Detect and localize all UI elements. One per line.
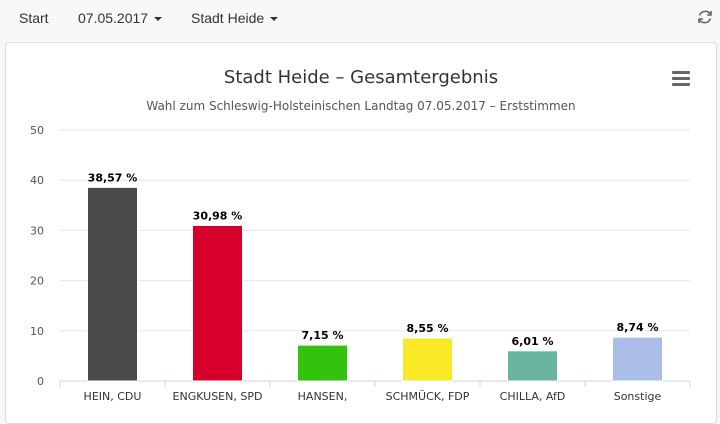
x-category-label: SCHMÜCK, FDP bbox=[386, 390, 470, 403]
chevron-down-icon bbox=[154, 17, 163, 22]
nav-place-dropdown[interactable]: Stadt Heide bbox=[191, 10, 279, 26]
chevron-down-icon bbox=[270, 17, 279, 22]
y-tick-label: 30 bbox=[30, 224, 44, 237]
data-label: 8,55 % bbox=[407, 322, 449, 335]
hamburger-menu-icon bbox=[672, 71, 690, 74]
nav-date-dropdown[interactable]: 07.05.2017 bbox=[78, 10, 163, 26]
chart-panel: Stadt Heide – Gesamtergebnis Wahl zum Sc… bbox=[5, 42, 717, 424]
y-tick-label: 10 bbox=[30, 325, 44, 338]
data-label: 38,57 % bbox=[88, 171, 138, 184]
nav-start-link[interactable]: Start bbox=[19, 10, 49, 26]
data-label: 6,01 % bbox=[512, 335, 554, 348]
data-label: 7,15 % bbox=[302, 329, 344, 342]
bar[interactable] bbox=[507, 350, 558, 382]
data-label: 8,74 % bbox=[617, 321, 659, 334]
nav-date-label: 07.05.2017 bbox=[78, 10, 149, 26]
data-label: 30,98 % bbox=[193, 209, 243, 222]
x-category-label: Sonstige bbox=[614, 390, 662, 403]
chart-bars bbox=[87, 186, 663, 382]
x-category-label: HEIN, CDU bbox=[84, 390, 142, 403]
chart-subtitle: Wahl zum Schleswig-Holsteinischen Landta… bbox=[146, 99, 575, 113]
chart-menu-button[interactable] bbox=[672, 71, 690, 87]
nav-place-label: Stadt Heide bbox=[191, 10, 265, 26]
x-category-label: ENGKUSEN, SPD bbox=[173, 390, 263, 403]
bar[interactable] bbox=[402, 337, 453, 382]
y-tick-label: 40 bbox=[30, 174, 44, 187]
refresh-icon[interactable] bbox=[696, 8, 714, 26]
x-category-label: HANSEN, bbox=[298, 390, 348, 403]
y-tick-label: 50 bbox=[30, 124, 44, 137]
top-navbar: Start 07.05.2017 Stadt Heide bbox=[0, 0, 720, 36]
chart-title: Stadt Heide – Gesamtergebnis bbox=[224, 67, 498, 88]
bar-chart: Stadt Heide – Gesamtergebnis Wahl zum Sc… bbox=[30, 67, 691, 403]
y-tick-label: 20 bbox=[30, 275, 44, 288]
y-tick-label: 0 bbox=[37, 375, 44, 388]
chart-labels: 0 10 20 30 40 50 38,57 % HEIN, CDU 30,98 % ENGKUS… bbox=[30, 124, 661, 403]
chart-grid bbox=[59, 129, 691, 387]
bar[interactable] bbox=[87, 186, 138, 382]
x-category-label: CHILLA, AfD bbox=[500, 390, 566, 403]
bar[interactable] bbox=[612, 336, 663, 382]
bar[interactable] bbox=[192, 224, 243, 382]
bar[interactable] bbox=[297, 344, 348, 382]
